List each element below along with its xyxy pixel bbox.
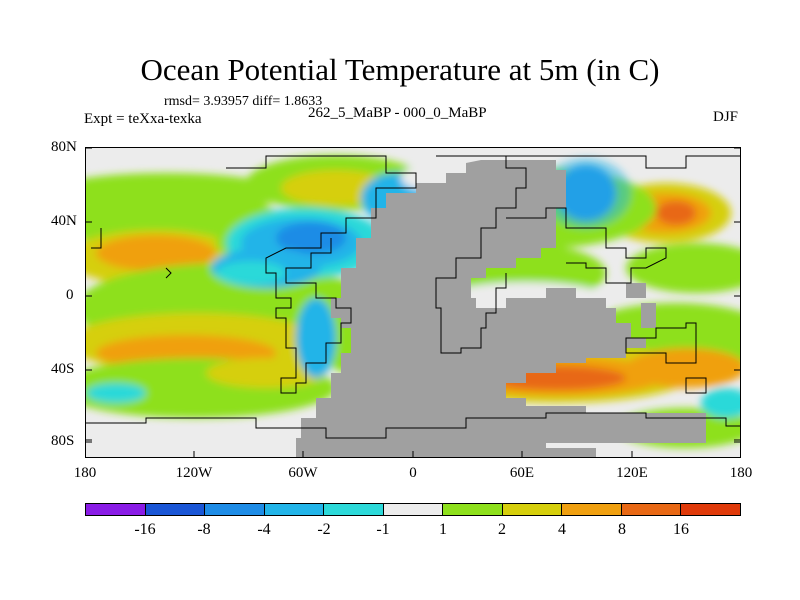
colorbar-segment [562, 504, 622, 515]
colorbar-label: 16 [673, 521, 689, 538]
colorbar-segment [145, 504, 206, 515]
season-label: DJF [713, 109, 739, 125]
colorbar-segment [205, 504, 265, 515]
lat-label-80n: 80N [51, 139, 77, 155]
colorbar-segment [502, 504, 563, 515]
experiment-label: Expt = teXxa-texka [84, 111, 202, 127]
colorbar-segment [86, 504, 146, 515]
colorbar-label: 2 [498, 521, 506, 538]
colorbar-label: -4 [257, 521, 271, 538]
temperature-map [85, 147, 741, 458]
colorbar-segment [621, 504, 682, 515]
lon-label-60w: 60W [288, 465, 318, 481]
coastlines [86, 155, 740, 439]
lat-label-40s: 40S [51, 361, 75, 377]
colorbar-label: -1 [376, 521, 390, 538]
lon-label-180-west: 180 [73, 465, 97, 481]
lat-label-0: 0 [66, 287, 74, 303]
colorbar-segment [264, 504, 325, 515]
lon-label-180-east: 180 [729, 465, 753, 481]
lon-label-60e: 60E [509, 465, 535, 481]
colorbar-label: -8 [197, 521, 211, 538]
colorbar-label: 1 [439, 521, 447, 538]
colorbar-label: 4 [558, 521, 566, 538]
colorbar [85, 503, 741, 516]
lat-label-80s: 80S [51, 433, 75, 449]
colorbar-segment [324, 504, 384, 515]
colorbar-segment [383, 504, 444, 515]
colorbar-segment [681, 504, 741, 515]
lon-label-0: 0 [409, 465, 417, 481]
lon-label-120w: 120W [175, 465, 213, 481]
map-canvas [86, 148, 740, 457]
rmsd-diff-stats: rmsd= 3.93957 diff= 1.8633 [164, 94, 323, 109]
colorbar-label: -2 [317, 521, 331, 538]
period-subtitle: 262_5_MaBP - 000_0_MaBP [308, 105, 487, 121]
colorbar-label: 8 [618, 521, 626, 538]
lon-label-120e: 120E [616, 465, 648, 481]
colorbar-label: -16 [134, 521, 156, 538]
colorbar-segment [443, 504, 503, 515]
plot-title: Ocean Potential Temperature at 5m (in C) [140, 52, 660, 87]
lat-label-40n: 40N [51, 213, 77, 229]
